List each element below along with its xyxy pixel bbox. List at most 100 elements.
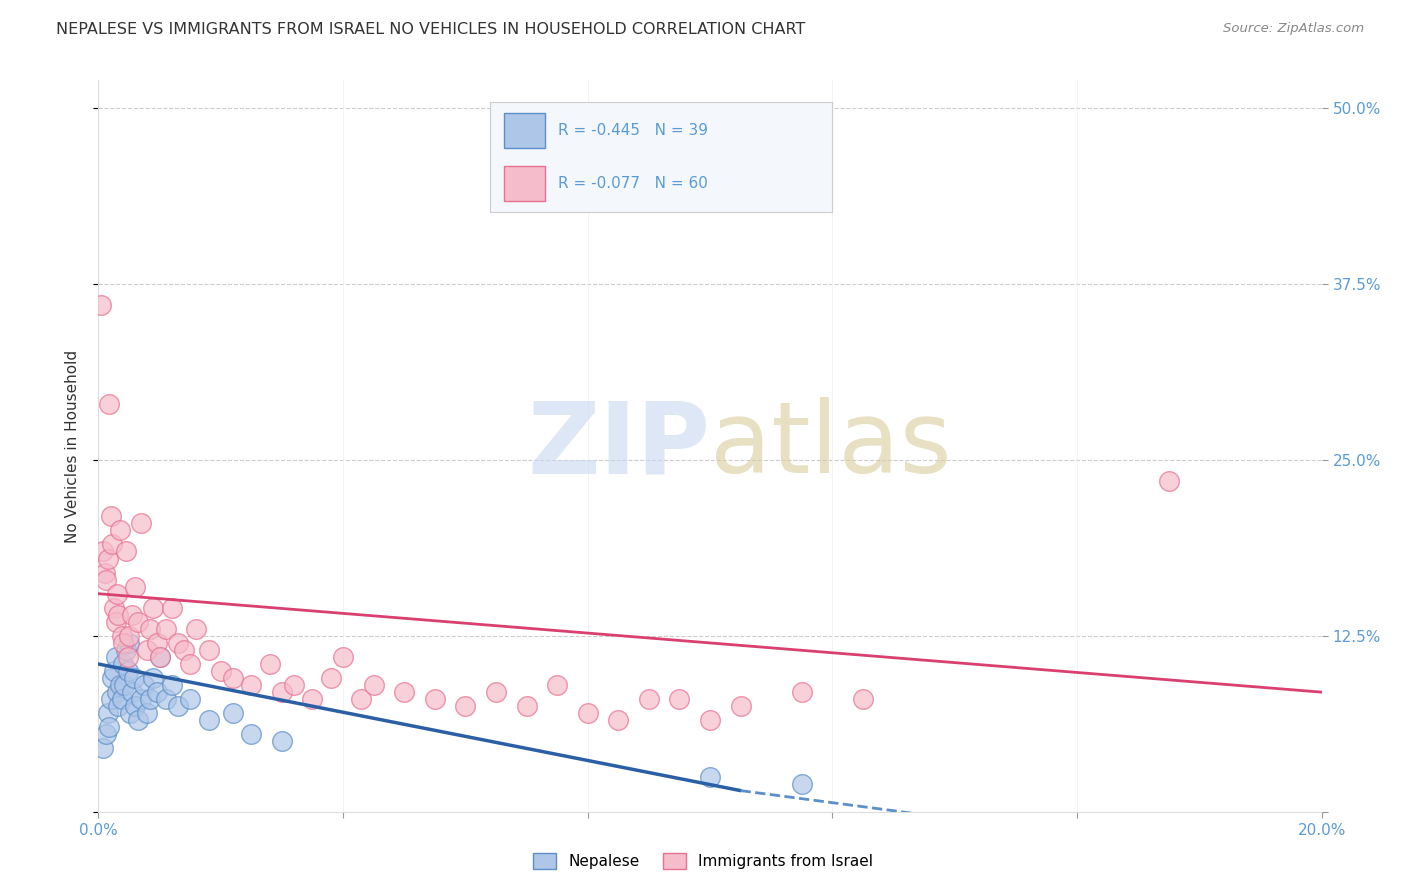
Point <box>454 699 477 714</box>
Point <box>127 714 149 728</box>
Point <box>111 657 134 671</box>
Point <box>108 524 131 538</box>
Point <box>105 587 128 601</box>
Point <box>100 692 122 706</box>
Point <box>111 692 134 706</box>
Point <box>197 714 219 728</box>
Y-axis label: No Vehicles in Household: No Vehicles in Household <box>65 350 80 542</box>
Point <box>167 699 190 714</box>
Point <box>98 397 121 411</box>
Point <box>90 298 112 312</box>
Point <box>546 678 568 692</box>
Point <box>301 692 323 706</box>
Point <box>139 622 162 636</box>
Point <box>485 685 508 699</box>
Point <box>222 671 245 685</box>
Point <box>124 699 146 714</box>
Point <box>115 544 138 558</box>
Point <box>101 537 124 551</box>
Point <box>111 636 134 650</box>
Point <box>129 692 152 706</box>
Point <box>607 714 630 728</box>
Point <box>240 727 263 741</box>
Point <box>100 509 122 524</box>
Point <box>111 629 134 643</box>
Point <box>699 770 721 784</box>
Point <box>97 706 120 721</box>
Point <box>124 580 146 594</box>
Point <box>699 714 721 728</box>
Point <box>350 692 373 706</box>
Point <box>134 678 156 692</box>
Point <box>98 720 121 734</box>
Point <box>145 685 167 699</box>
Point <box>94 727 117 741</box>
Point <box>149 650 172 665</box>
Point <box>423 692 446 706</box>
Point <box>240 678 263 692</box>
Point <box>104 650 127 665</box>
Point <box>155 692 177 706</box>
Point <box>790 776 813 790</box>
Point <box>283 678 305 692</box>
Point <box>1157 474 1180 488</box>
Point <box>139 692 162 706</box>
Point <box>160 600 183 615</box>
Point <box>136 643 159 657</box>
Point <box>179 657 201 671</box>
Point <box>104 615 127 629</box>
Point <box>173 643 195 657</box>
Text: Source: ZipAtlas.com: Source: ZipAtlas.com <box>1223 22 1364 36</box>
Point <box>209 664 232 678</box>
Text: ZIP: ZIP <box>527 398 710 494</box>
Point <box>160 678 183 692</box>
Point <box>149 650 172 665</box>
Point <box>107 607 129 622</box>
Point <box>142 600 165 615</box>
Point <box>93 566 115 580</box>
Point <box>516 699 538 714</box>
Point <box>105 685 128 699</box>
Point <box>332 650 354 665</box>
Point <box>112 678 135 692</box>
Point <box>145 636 167 650</box>
Point <box>103 664 125 678</box>
Point <box>638 692 661 706</box>
Point <box>155 622 177 636</box>
Text: atlas: atlas <box>710 398 952 494</box>
Point <box>91 544 114 558</box>
Legend: Nepalese, Immigrants from Israel: Nepalese, Immigrants from Israel <box>527 847 879 875</box>
Point <box>142 671 165 685</box>
Point <box>117 664 139 678</box>
Point <box>129 516 152 531</box>
Point <box>186 622 208 636</box>
Text: NEPALESE VS IMMIGRANTS FROM ISRAEL NO VEHICLES IN HOUSEHOLD CORRELATION CHART: NEPALESE VS IMMIGRANTS FROM ISRAEL NO VE… <box>56 22 806 37</box>
Point <box>790 685 813 699</box>
Point <box>392 685 416 699</box>
Point <box>121 607 143 622</box>
Point <box>668 692 690 706</box>
Point <box>122 671 145 685</box>
Point <box>136 706 159 721</box>
Point <box>319 671 342 685</box>
Point <box>118 629 141 643</box>
Point <box>259 657 281 671</box>
Point <box>270 685 294 699</box>
Point <box>91 741 114 756</box>
Point <box>730 699 752 714</box>
Point <box>97 551 120 566</box>
Point <box>363 678 385 692</box>
Point <box>94 573 117 587</box>
Point <box>197 643 219 657</box>
Point <box>127 615 149 629</box>
Point <box>107 699 129 714</box>
Point <box>118 636 141 650</box>
Point <box>576 706 599 721</box>
Point <box>101 671 124 685</box>
Point <box>270 734 294 748</box>
Point <box>103 600 125 615</box>
Point <box>167 636 190 650</box>
Point <box>108 678 131 692</box>
Point <box>115 643 138 657</box>
Point <box>121 685 143 699</box>
